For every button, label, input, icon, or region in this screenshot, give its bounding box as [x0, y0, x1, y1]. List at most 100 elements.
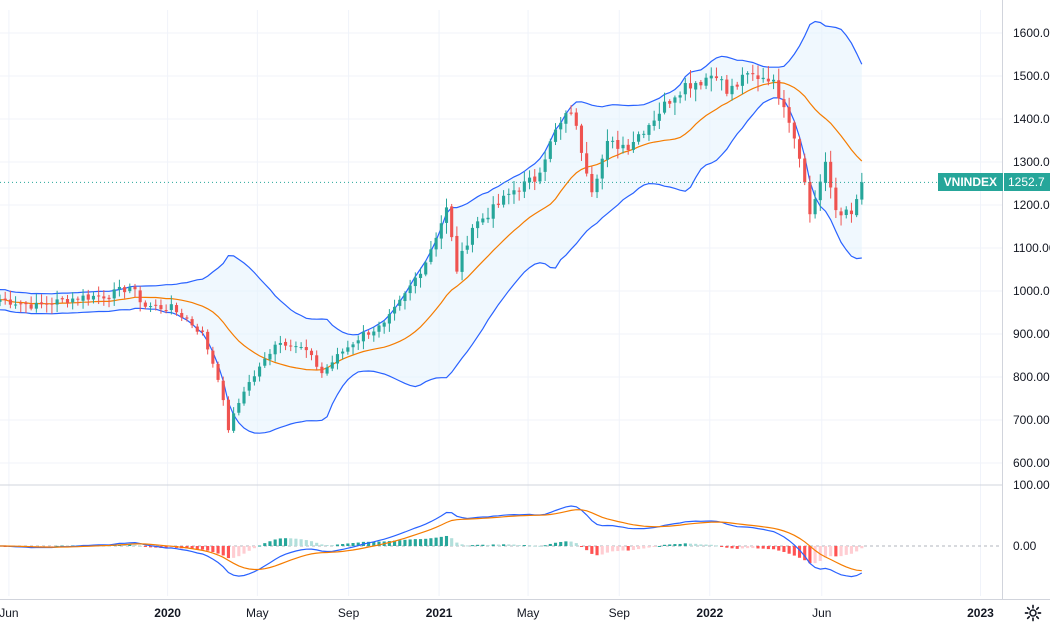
- macd-histogram-bar: [465, 545, 469, 547]
- macd-histogram-bar: [502, 544, 506, 546]
- macd-histogram-bar: [315, 542, 319, 546]
- candle-body: [387, 314, 391, 324]
- macd-histogram-bar: [439, 536, 443, 546]
- candle-body: [704, 77, 708, 86]
- candle-body: [444, 207, 449, 223]
- macd-histogram-bar: [611, 546, 615, 552]
- candle-body: [616, 140, 620, 149]
- macd-histogram-bar: [507, 544, 511, 546]
- macd-histogram-bar: [631, 546, 635, 550]
- candle-body: [424, 262, 428, 275]
- candle-body: [14, 304, 18, 306]
- y-tick-label: 1200.00: [1013, 198, 1050, 212]
- macd-histogram-bar: [309, 541, 314, 546]
- candle-body: [678, 95, 682, 98]
- candle-body: [574, 112, 578, 126]
- candle-body: [439, 223, 443, 239]
- candle-body: [668, 101, 672, 104]
- settings-button[interactable]: [1022, 604, 1044, 626]
- candle-body: [460, 250, 464, 272]
- x-tick-label: Jun: [812, 606, 831, 620]
- macd-histogram-bar: [351, 543, 355, 546]
- candle-body: [720, 79, 724, 81]
- candle-body: [527, 177, 532, 183]
- y-tick-label: 900.00: [1013, 327, 1050, 341]
- candle-body: [476, 221, 480, 229]
- macd-histogram-bar: [450, 538, 454, 546]
- macd-histogram-bar: [429, 538, 433, 546]
- macd-histogram-bar: [803, 546, 807, 561]
- candle-body: [699, 81, 703, 86]
- macd-histogram-bar: [761, 546, 765, 549]
- macd-histogram-bar: [455, 542, 459, 546]
- candle-body: [123, 287, 127, 293]
- candle-body: [590, 173, 594, 193]
- macd-histogram-bar: [408, 539, 412, 546]
- macd-histogram-bar: [808, 546, 812, 564]
- candle-body: [190, 319, 194, 326]
- x-tick-label: 2022: [696, 606, 723, 620]
- macd-histogram-bar: [195, 546, 199, 550]
- candle-body: [538, 172, 542, 182]
- candle-body: [823, 161, 828, 183]
- candle-body: [294, 346, 298, 348]
- macd-histogram-bar: [200, 546, 205, 550]
- candle-body: [304, 347, 308, 351]
- macd-histogram-bar: [232, 546, 236, 558]
- candle-body: [8, 299, 12, 305]
- candle-body: [579, 125, 584, 153]
- x-tick-label: Sep: [609, 606, 631, 620]
- macd-histogram-bar: [699, 544, 703, 546]
- candle-body: [242, 391, 246, 404]
- candle-body: [263, 358, 267, 366]
- macd-histogram-bar: [678, 543, 682, 546]
- macd-histogram-bar: [164, 546, 168, 549]
- candle-body: [247, 382, 251, 391]
- candle-body: [45, 303, 49, 305]
- macd-histogram-bar: [766, 546, 770, 550]
- macd-histogram-bar: [185, 546, 189, 549]
- macd-histogram-bar: [844, 546, 848, 555]
- y-tick-label: 1600.00: [1013, 26, 1050, 40]
- candle-body: [777, 80, 781, 99]
- macd-histogram-bar: [470, 545, 475, 547]
- macd-histogram-bar: [387, 541, 391, 546]
- macd-histogram-bar: [553, 542, 558, 546]
- macd-histogram-bar: [813, 546, 817, 564]
- macd-histogram-bar: [600, 546, 604, 555]
- candle-body: [393, 306, 397, 314]
- macd-histogram-bar: [751, 546, 755, 549]
- candle-body: [839, 211, 843, 216]
- macd-histogram-bar: [289, 538, 293, 546]
- candle-body: [76, 298, 80, 300]
- candle-body: [315, 355, 319, 367]
- candle-body: [102, 296, 106, 299]
- candle-body: [491, 204, 495, 219]
- macd-histogram-bar: [823, 546, 828, 558]
- candle-body: [55, 299, 59, 305]
- candle-body: [138, 290, 142, 303]
- macd-histogram-bar: [855, 546, 859, 552]
- candle-body: [496, 203, 500, 205]
- x-tick-label: 2021: [426, 606, 453, 620]
- macd-histogram-bar: [797, 546, 802, 558]
- x-tick-label: May: [517, 606, 540, 620]
- candle-body: [429, 249, 433, 262]
- candle-body: [39, 302, 44, 305]
- macd-histogram-bar: [559, 541, 563, 546]
- macd-histogram-bar: [341, 544, 345, 546]
- macd-histogram-bar: [216, 546, 220, 554]
- candle-body: [81, 295, 85, 301]
- y-tick-label: 700.00: [1013, 413, 1050, 427]
- candle-body: [320, 366, 324, 374]
- y-tick-label: 1400.00: [1013, 112, 1050, 126]
- y-tick-label: 1500.00: [1013, 69, 1050, 83]
- candle-body: [0, 299, 2, 302]
- candle-body: [756, 75, 760, 79]
- macd-histogram-bar: [543, 545, 547, 547]
- macd-histogram-bar: [149, 546, 153, 548]
- macd-histogram-bar: [424, 538, 428, 546]
- candle-body: [29, 304, 33, 309]
